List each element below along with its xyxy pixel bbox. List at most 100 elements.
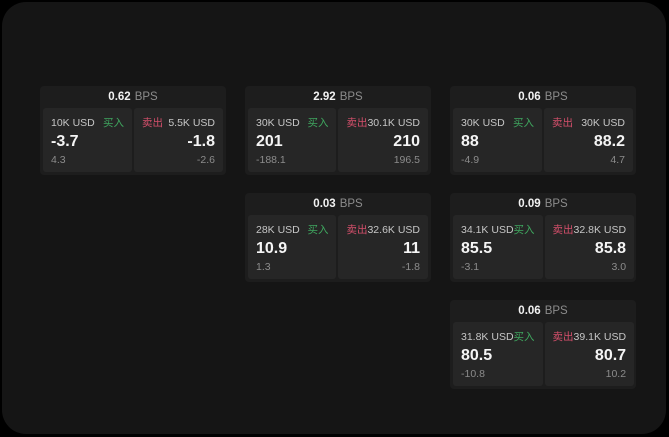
bps-unit-label: BPS bbox=[339, 91, 363, 103]
buy-panel-top: 30K USD 买入 bbox=[256, 115, 328, 130]
bps-value: 0.06 bbox=[518, 91, 541, 103]
panel-row: 10K USD 买入 -3.7 4.3 卖出 5.5K USD -1.8 -2.… bbox=[43, 108, 223, 172]
buy-change: 1.3 bbox=[256, 261, 271, 273]
sell-panel[interactable]: 卖出 30.1K USD 210 196.5 bbox=[338, 108, 428, 172]
buy-side-label: 买入 bbox=[513, 117, 534, 129]
sell-price: -1.8 bbox=[187, 133, 215, 150]
sell-panel-top: 卖出 32.8K USD bbox=[553, 222, 627, 237]
panel-row: 31.8K USD 买入 80.5 -10.8 卖出 39.1K USD 80.… bbox=[453, 322, 635, 386]
sell-price: 88.2 bbox=[593, 133, 625, 150]
sell-price: 85.8 bbox=[594, 240, 627, 257]
sell-amount: 30.1K USD bbox=[367, 117, 420, 129]
bps-unit-label: BPS bbox=[544, 91, 568, 103]
card-header: 2.92 BPS bbox=[248, 86, 428, 108]
buy-amount: 30K USD bbox=[256, 117, 300, 129]
sell-change: 4.7 bbox=[610, 154, 625, 166]
buy-price: 201 bbox=[256, 133, 283, 150]
quote-card: 0.06 BPS 31.8K USD 买入 80.5 -10.8 卖出 39.1K… bbox=[450, 300, 636, 389]
sell-side-label: 卖出 bbox=[346, 117, 368, 129]
sell-panel-top: 卖出 39.1K USD bbox=[553, 329, 627, 344]
bps-unit-label: BPS bbox=[544, 305, 568, 317]
sell-change: 196.5 bbox=[393, 154, 420, 166]
buy-side-label: 买入 bbox=[103, 117, 124, 129]
card-header: 0.62 BPS bbox=[43, 86, 223, 108]
sell-panel[interactable]: 卖出 39.1K USD 80.7 10.2 bbox=[544, 322, 635, 386]
sell-panel-top: 卖出 32.6K USD bbox=[346, 222, 420, 237]
buy-panel-top: 34.1K USD 买入 bbox=[461, 222, 535, 237]
bps-unit-label: BPS bbox=[544, 198, 568, 210]
buy-change: -3.1 bbox=[461, 261, 480, 273]
buy-panel[interactable]: 28K USD 买入 10.9 1.3 bbox=[248, 215, 337, 279]
buy-side-label: 买入 bbox=[513, 331, 535, 343]
sell-side-label: 卖出 bbox=[552, 224, 574, 236]
buy-price: 85.5 bbox=[461, 240, 493, 257]
quote-card-grid: 0.62 BPS 10K USD 买入 -3.7 4.3 卖出 5.5K USD bbox=[40, 86, 636, 389]
quote-card: 2.92 BPS 30K USD 买入 201 -188.1 卖出 30.1K U… bbox=[245, 86, 431, 175]
bps-value: 0.06 bbox=[518, 305, 541, 317]
sell-side-label: 卖出 bbox=[552, 117, 573, 129]
buy-amount: 28K USD bbox=[256, 224, 300, 236]
buy-panel[interactable]: 30K USD 买入 88 -4.9 bbox=[453, 108, 542, 172]
sell-side-label: 卖出 bbox=[142, 117, 163, 129]
sell-amount: 5.5K USD bbox=[168, 117, 215, 129]
sell-price: 210 bbox=[393, 133, 420, 150]
sell-change: -2.6 bbox=[196, 154, 215, 166]
sell-panel-top: 卖出 5.5K USD bbox=[142, 115, 215, 130]
sell-panel-top: 卖出 30.1K USD bbox=[346, 115, 420, 130]
buy-amount: 30K USD bbox=[461, 117, 505, 129]
sell-amount: 39.1K USD bbox=[573, 331, 627, 343]
panel-row: 34.1K USD 买入 85.5 -3.1 卖出 32.8K USD 85.8… bbox=[453, 215, 635, 279]
buy-change: 4.3 bbox=[51, 154, 66, 166]
sell-change: -1.8 bbox=[401, 261, 420, 273]
sell-side-label: 卖出 bbox=[346, 224, 368, 236]
bps-value: 0.03 bbox=[313, 198, 336, 210]
quote-card: 0.09 BPS 34.1K USD 买入 85.5 -3.1 卖出 32.8K … bbox=[450, 193, 636, 282]
panel-row: 30K USD 买入 88 -4.9 卖出 30K USD 88.2 4.7 bbox=[453, 108, 633, 172]
card-header: 0.03 BPS bbox=[248, 193, 428, 215]
buy-panel-top: 31.8K USD 买入 bbox=[461, 329, 535, 344]
quote-card: 0.03 BPS 28K USD 买入 10.9 1.3 卖出 32.6K USD bbox=[245, 193, 431, 282]
bps-value: 2.92 bbox=[313, 91, 336, 103]
buy-side-label: 买入 bbox=[513, 224, 535, 236]
buy-price: -3.7 bbox=[51, 133, 79, 150]
buy-panel-top: 30K USD 买入 bbox=[461, 115, 534, 130]
buy-panel[interactable]: 34.1K USD 买入 85.5 -3.1 bbox=[453, 215, 543, 279]
sell-side-label: 卖出 bbox=[552, 331, 574, 343]
bps-value: 0.09 bbox=[518, 198, 541, 210]
buy-price: 10.9 bbox=[256, 240, 288, 257]
buy-amount: 31.8K USD bbox=[461, 331, 514, 343]
buy-price: 80.5 bbox=[461, 347, 493, 364]
sell-amount: 32.8K USD bbox=[573, 224, 627, 236]
bps-unit-label: BPS bbox=[134, 91, 158, 103]
sell-amount: 32.6K USD bbox=[367, 224, 420, 236]
buy-price: 88 bbox=[461, 133, 479, 150]
panel-row: 28K USD 买入 10.9 1.3 卖出 32.6K USD 11 -1.8 bbox=[248, 215, 428, 279]
buy-side-label: 买入 bbox=[307, 117, 329, 129]
sell-price: 80.7 bbox=[594, 347, 627, 364]
sell-panel-top: 卖出 30K USD bbox=[552, 115, 625, 130]
panel-row: 30K USD 买入 201 -188.1 卖出 30.1K USD 210 1… bbox=[248, 108, 428, 172]
buy-panel[interactable]: 10K USD 买入 -3.7 4.3 bbox=[43, 108, 132, 172]
buy-change: -10.8 bbox=[461, 368, 485, 380]
sell-amount: 30K USD bbox=[581, 117, 625, 129]
buy-panel[interactable]: 31.8K USD 买入 80.5 -10.8 bbox=[453, 322, 543, 386]
sell-panel[interactable]: 卖出 32.8K USD 85.8 3.0 bbox=[544, 215, 635, 279]
sell-price: 11 bbox=[403, 240, 420, 257]
bps-unit-label: BPS bbox=[339, 198, 363, 210]
buy-change: -4.9 bbox=[461, 154, 480, 166]
quote-card: 0.62 BPS 10K USD 买入 -3.7 4.3 卖出 5.5K USD bbox=[40, 86, 226, 175]
buy-panel-top: 28K USD 买入 bbox=[256, 222, 328, 237]
buy-change: -188.1 bbox=[256, 154, 286, 166]
buy-panel[interactable]: 30K USD 买入 201 -188.1 bbox=[248, 108, 337, 172]
buy-amount: 10K USD bbox=[51, 117, 95, 129]
buy-amount: 34.1K USD bbox=[461, 224, 514, 236]
card-header: 0.09 BPS bbox=[453, 193, 633, 215]
sell-panel[interactable]: 卖出 32.6K USD 11 -1.8 bbox=[338, 215, 428, 279]
sell-panel[interactable]: 卖出 30K USD 88.2 4.7 bbox=[544, 108, 633, 172]
card-header: 0.06 BPS bbox=[453, 300, 633, 322]
buy-panel-top: 10K USD 买入 bbox=[51, 115, 124, 130]
quote-card: 0.06 BPS 30K USD 买入 88 -4.9 卖出 30K USD bbox=[450, 86, 636, 175]
sell-panel[interactable]: 卖出 5.5K USD -1.8 -2.6 bbox=[134, 108, 223, 172]
card-header: 0.06 BPS bbox=[453, 86, 633, 108]
